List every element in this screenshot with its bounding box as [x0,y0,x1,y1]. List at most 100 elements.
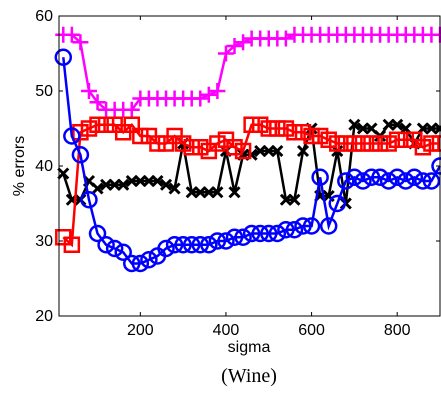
plot-marks [54,26,441,273]
data-point [105,239,124,258]
data-point [337,172,355,190]
data-point [380,135,397,152]
x-axis-label: sigma [228,339,271,356]
data-point [346,135,363,152]
data-point [97,236,115,254]
data-point [131,254,150,273]
data-point [226,139,243,156]
data-point [268,224,287,243]
y-tick-label: 20 [35,308,53,325]
data-point [151,174,164,188]
data-point [294,217,312,235]
data-point [226,38,243,54]
data-point [277,120,295,137]
data-point [211,186,224,199]
data-point [379,172,398,190]
x-tick-label: 400 [213,322,240,339]
data-point [414,172,432,190]
data-point [397,172,415,190]
data-point [354,135,372,152]
data-point [208,232,227,250]
series-line [62,122,440,248]
series-plus [55,26,441,118]
data-point [200,86,217,103]
data-point [269,120,286,137]
data-point [251,116,269,133]
data-point [329,135,346,152]
plot-frame [58,15,441,317]
data-point [234,142,252,160]
data-point [183,139,200,156]
data-point [277,30,294,47]
data-point [288,193,301,206]
y-tick-label: 50 [35,83,53,100]
data-point [114,243,132,261]
data-point [132,127,149,145]
x-tick-label: 800 [384,322,411,339]
data-point [54,48,73,66]
data-point [337,135,355,152]
data-point [209,135,226,152]
series-circle [54,48,441,273]
data-point [117,178,130,191]
data-point [72,124,89,141]
data-point [391,118,404,131]
data-point [319,217,338,235]
data-point [182,236,201,254]
data-point [209,83,226,99]
data-point [140,251,158,269]
data-point [168,182,181,195]
data-point [405,168,424,186]
x-tick-label: 200 [127,322,154,339]
data-point [303,127,320,145]
data-point [388,131,406,148]
data-point [149,135,166,152]
data-point [260,224,278,243]
data-point [235,34,252,51]
data-point [311,127,329,145]
data-point [71,146,90,164]
data-point [123,254,141,273]
data-point [123,116,141,133]
figure-caption: (Wine) [221,365,277,387]
data-point [225,228,244,246]
y-tick-label: 40 [35,158,53,175]
data-point [91,182,104,195]
data-point [302,217,321,235]
data-point [271,144,284,158]
data-point [80,120,98,137]
data-point [371,135,389,152]
data-point [63,236,81,253]
data-point [174,135,192,152]
data-point [88,224,107,243]
x-tick-label: 600 [298,322,325,339]
data-point [72,34,89,51]
data-point [217,232,235,250]
axis-ticks: 200 400 600 800 20 30 40 50 60 [35,8,440,339]
data-point [192,139,209,156]
series-square [55,116,441,253]
data-point [285,221,304,239]
data-point [363,135,380,152]
data-point [414,139,432,156]
data-point [362,168,381,186]
data-point [345,168,364,186]
data-point [192,90,209,107]
data-point [174,236,192,254]
data-point [422,172,441,190]
data-point [159,178,173,191]
data-point [348,118,361,131]
data-point [388,168,406,186]
data-point [371,168,389,186]
data-point [320,131,337,148]
data-point [354,172,372,190]
data-point [286,124,303,141]
data-point [63,127,81,145]
data-point [294,124,312,141]
data-point [243,116,260,133]
y-tick-label: 60 [35,8,53,25]
data-point [89,94,106,111]
data-point [165,236,184,254]
y-axis-label: % errors [11,136,28,196]
data-point [242,224,261,243]
